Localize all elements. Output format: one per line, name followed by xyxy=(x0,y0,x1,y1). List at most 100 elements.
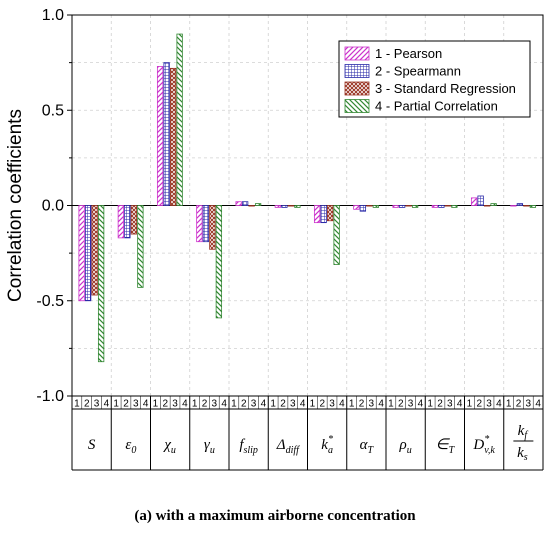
sub-index-label: 2 xyxy=(123,399,129,410)
y-tick-label: 0.0 xyxy=(42,198,64,215)
bar-1-5 xyxy=(235,201,242,206)
y-tick-label: 0.5 xyxy=(42,102,64,119)
category-label-base: α xyxy=(360,437,369,453)
bar-2-9 xyxy=(398,205,406,208)
sub-index-label: 1 xyxy=(427,399,433,410)
sub-index-label: 4 xyxy=(378,399,384,410)
y-axis-label: Correlation coefficients xyxy=(5,109,26,302)
bar-4-5 xyxy=(254,203,262,206)
category-label-6: Δdiff xyxy=(276,437,300,456)
sub-index-label: 3 xyxy=(486,399,492,410)
category-label-denominator-sub: s xyxy=(524,452,528,463)
category-label-base: ρ xyxy=(399,437,407,453)
sub-index-label: 4 xyxy=(457,399,463,410)
category-label-base: χ xyxy=(162,437,171,453)
bar-3-9 xyxy=(405,205,412,207)
bar-3-6 xyxy=(287,205,295,207)
bar-4-4 xyxy=(215,205,223,319)
category-label-numerator-sub: f xyxy=(524,430,528,441)
legend-box xyxy=(338,40,531,118)
legend-swatch-1 xyxy=(344,46,370,61)
sub-index-label: 2 xyxy=(241,399,247,410)
category-label-base: γ xyxy=(204,437,211,453)
category-label-1: S xyxy=(88,437,96,453)
sub-index-label: 1 xyxy=(270,399,276,410)
sub-index-label: 2 xyxy=(516,399,522,410)
sub-index-label: 3 xyxy=(526,399,532,410)
sub-index-label: 4 xyxy=(104,399,110,410)
category-label-base: ∈ xyxy=(436,437,451,453)
category-label-kf-ks: kf ks xyxy=(513,423,534,463)
category-label-sup: * xyxy=(328,434,333,445)
category-label-4: γu xyxy=(204,437,215,456)
sub-index-label: 2 xyxy=(280,399,286,410)
sub-index-label: 4 xyxy=(221,399,227,410)
bar-4-10 xyxy=(451,205,458,208)
sub-index-label: 2 xyxy=(476,399,482,410)
category-label-sub: diff xyxy=(286,445,301,456)
legend-label-2: 2 - Spearmann xyxy=(375,64,461,79)
bar-1-9 xyxy=(392,205,399,208)
sub-index-label: 4 xyxy=(143,399,149,410)
y-tick-label: -1.0 xyxy=(36,388,64,405)
bar-2-12 xyxy=(516,203,524,206)
category-label-base: ε xyxy=(125,437,131,453)
sub-index-label: 4 xyxy=(535,399,541,410)
bar-1-8 xyxy=(353,205,360,210)
bar-4-8 xyxy=(372,205,380,208)
sub-index-label: 4 xyxy=(339,399,345,410)
bar-4-12 xyxy=(529,205,537,208)
category-label-sub: T xyxy=(449,445,456,456)
bar-1-6 xyxy=(274,205,282,208)
bar-4-11 xyxy=(490,203,497,206)
y-axis: 1.0 0.5 0.0 -0.5 -1.0 xyxy=(36,7,72,405)
sub-index-label: 1 xyxy=(467,399,473,410)
sub-index-label: 2 xyxy=(359,399,365,410)
category-label-sub: v,k xyxy=(484,445,495,456)
bar-4-9 xyxy=(411,205,419,208)
sub-index-label: 4 xyxy=(300,399,306,410)
category-label-base: D xyxy=(472,437,484,453)
sub-index-label: 3 xyxy=(212,399,218,410)
sub-index-label: 3 xyxy=(447,399,453,410)
bar-4-3 xyxy=(176,33,183,206)
category-label-sub: u xyxy=(171,445,176,456)
bar-3-4 xyxy=(209,205,216,250)
category-label-numerator: kf xyxy=(518,423,529,441)
sub-index-label: 1 xyxy=(349,399,355,410)
category-label-7: k* a xyxy=(321,434,333,456)
bar-3-12 xyxy=(523,205,530,207)
sub-index-label: 3 xyxy=(172,399,178,410)
sub-index-label: 2 xyxy=(398,399,404,410)
y-tick-label: 1.0 xyxy=(42,7,64,24)
sub-index-label: 4 xyxy=(261,399,267,410)
sub-index-label: 1 xyxy=(506,399,512,410)
bar-1-3 xyxy=(156,66,164,206)
sub-index-label: 1 xyxy=(153,399,159,410)
legend-swatch-2 xyxy=(344,64,370,78)
sub-index-label: 3 xyxy=(251,399,257,410)
sub-index-label: 3 xyxy=(408,399,414,410)
category-label-sub: T xyxy=(368,445,375,456)
category-label-base: S xyxy=(88,437,96,453)
sub-index-label: 1 xyxy=(231,399,237,410)
category-label-sub: u xyxy=(407,445,412,456)
bar-1-7 xyxy=(313,205,321,224)
sub-index-label: 1 xyxy=(192,399,198,410)
sub-index-label: 3 xyxy=(329,399,335,410)
category-label-2: ε0 xyxy=(125,437,136,456)
legend-label-4: 4 - Partial Correlation xyxy=(375,99,498,114)
category-label-base: f xyxy=(239,437,245,453)
category-label-11: D* v,k xyxy=(472,434,495,456)
bar-2-6 xyxy=(281,205,288,208)
category-label-3: χu xyxy=(162,437,176,456)
sub-index-label: 4 xyxy=(496,399,502,410)
category-label-5: fslip xyxy=(239,437,258,456)
bar-3-8 xyxy=(366,205,373,207)
legend-swatch-3 xyxy=(344,81,370,96)
category-label-base: Δ xyxy=(276,437,286,453)
sub-index-label: 1 xyxy=(113,399,119,410)
sub-index-label: 3 xyxy=(133,399,139,410)
sub-index-label: 2 xyxy=(202,399,208,410)
